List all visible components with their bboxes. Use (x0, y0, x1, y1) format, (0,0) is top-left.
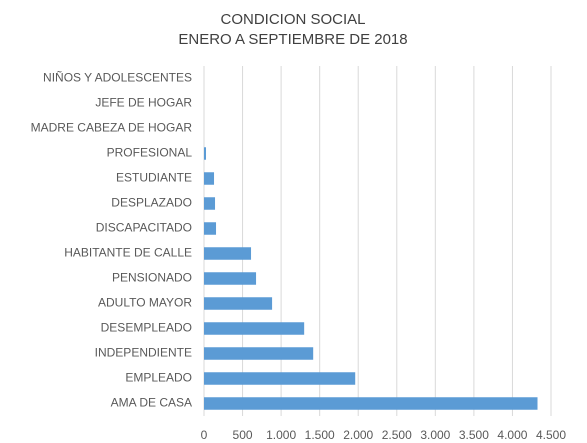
bar (204, 322, 305, 335)
x-tick-label: 3.000 (420, 428, 450, 442)
x-tick-label: 1.000 (266, 428, 296, 442)
y-tick-label: DISCAPACITADO (96, 221, 192, 235)
y-tick-label: PENSIONADO (112, 271, 192, 285)
bar (204, 147, 207, 160)
y-tick-label: INDEPENDIENTE (95, 346, 192, 360)
chart-title: CONDICION SOCIAL (220, 11, 365, 28)
bar (204, 372, 356, 385)
x-tick-label: 3.500 (459, 428, 489, 442)
x-tick-label: 1.500 (305, 428, 335, 442)
bar (204, 222, 217, 235)
y-tick-label: ADULTO MAYOR (98, 296, 192, 310)
chart-subtitle: ENERO A SEPTIEMBRE DE 2018 (178, 31, 407, 48)
x-tick-label: 4.500 (536, 428, 566, 442)
y-tick-label: PROFESIONAL (107, 146, 193, 160)
y-tick-label: HABITANTE DE CALLE (64, 246, 192, 260)
y-tick-label: NIÑOS Y ADOLESCENTES (43, 71, 192, 85)
y-tick-label: AMA DE CASA (111, 396, 192, 410)
y-tick-label: ESTUDIANTE (116, 171, 192, 185)
bar (204, 172, 215, 185)
x-tick-label: 2.000 (343, 428, 373, 442)
y-tick-label: EMPLEADO (125, 371, 192, 385)
x-tick-label: 500 (233, 428, 253, 442)
bar (204, 297, 273, 310)
x-tick-label: 0 (201, 428, 208, 442)
bar (204, 347, 314, 360)
x-tick-label: 2.500 (382, 428, 412, 442)
bar (204, 397, 538, 410)
bar (204, 197, 216, 210)
y-tick-label: DESEMPLEADO (101, 321, 192, 335)
bar (204, 272, 257, 285)
bar (204, 247, 252, 260)
y-tick-label: MADRE CABEZA DE HOGAR (31, 121, 193, 135)
y-tick-label: JEFE DE HOGAR (95, 96, 192, 110)
y-tick-label: DESPLAZADO (111, 196, 192, 210)
x-tick-label: 4.000 (497, 428, 527, 442)
